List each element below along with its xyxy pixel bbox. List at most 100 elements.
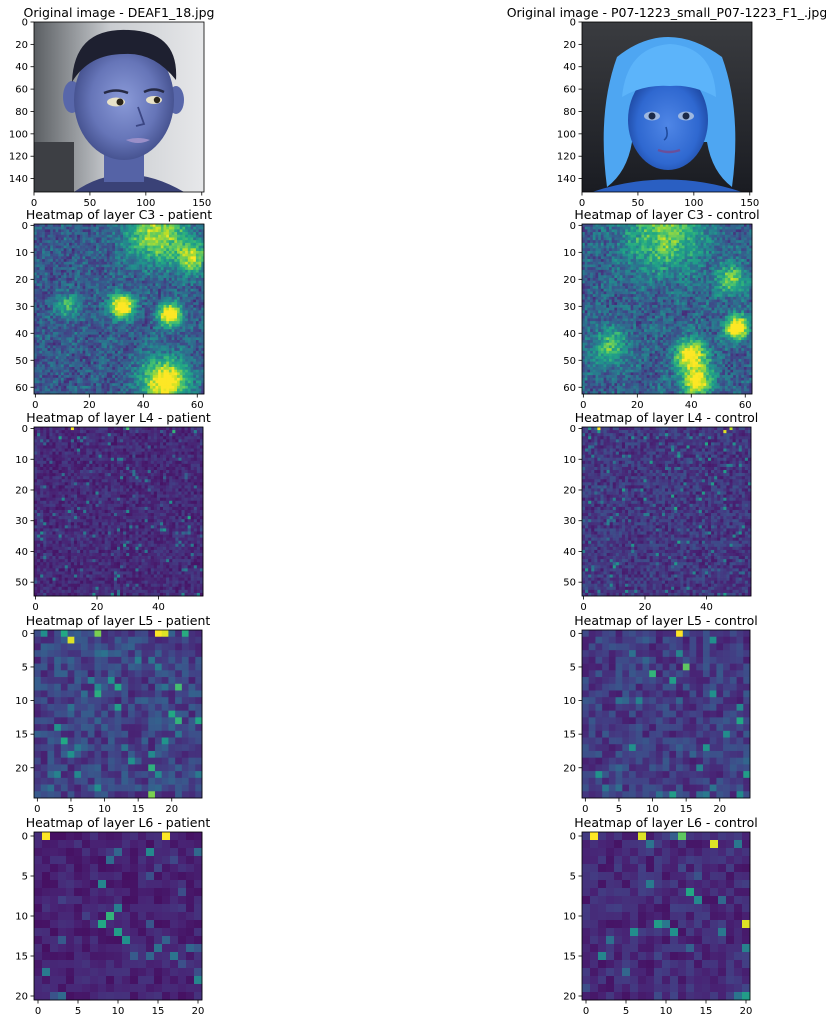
- heatmap-cell: [44, 261, 48, 265]
- heatmap-cell: [98, 353, 102, 357]
- heatmap-cell: [109, 288, 113, 292]
- x-tick-label: 150: [192, 198, 211, 209]
- heatmap-cell: [47, 383, 51, 387]
- heatmap-cell: [109, 380, 113, 384]
- heatmap-cell: [125, 372, 129, 376]
- heatmap-cell: [590, 229, 594, 233]
- heatmap-cell: [96, 323, 100, 327]
- heatmap-cell: [101, 358, 105, 362]
- heatmap-cell: [155, 318, 159, 322]
- heatmap-cell: [112, 283, 116, 287]
- heatmap-cell: [652, 237, 656, 241]
- heatmap-cell: [600, 237, 604, 241]
- heatmap-cell: [50, 353, 54, 357]
- heatmap-cell: [190, 361, 194, 365]
- heatmap-cell: [638, 253, 642, 257]
- heatmap-cell: [174, 315, 178, 319]
- heatmap-cell: [174, 259, 178, 263]
- heatmap-cell: [42, 296, 46, 300]
- heatmap-cell: [185, 286, 189, 290]
- heatmap-cell: [101, 369, 105, 373]
- heatmap-cell: [34, 348, 38, 352]
- heatmap-cell: [104, 224, 108, 228]
- heatmap-cell: [47, 261, 51, 265]
- heatmap-cell: [69, 267, 73, 271]
- heatmap-cell: [190, 275, 194, 279]
- heatmap-cell: [87, 245, 92, 249]
- heatmap-cell: [141, 253, 145, 257]
- heatmap-cell: [36, 340, 40, 344]
- heatmap-cell: [158, 234, 162, 238]
- heatmap-cell: [96, 232, 100, 236]
- heatmap-cell: [101, 334, 105, 338]
- heatmap-cell: [150, 267, 154, 271]
- heatmap-cell: [114, 364, 118, 368]
- heatmap-cell: [600, 229, 604, 233]
- heatmap-cell: [69, 334, 73, 338]
- heatmap-cell: [109, 348, 113, 352]
- heatmap-cell: [179, 364, 183, 368]
- heatmap-cell: [695, 253, 699, 257]
- heatmap-cell: [195, 337, 199, 341]
- heatmap-cell: [662, 250, 666, 255]
- heatmap-cell: [603, 237, 607, 241]
- heatmap-cell: [160, 242, 164, 246]
- heatmap-cell: [77, 280, 81, 284]
- heatmap-cell: [193, 372, 197, 376]
- heatmap-cell: [96, 383, 100, 387]
- heatmap-cell: [77, 294, 81, 298]
- heatmap-cell: [60, 356, 65, 360]
- heatmap-cell: [198, 248, 202, 252]
- heatmap-cell: [155, 224, 159, 228]
- heatmap-cell: [44, 326, 48, 330]
- heatmap-cell: [52, 250, 56, 255]
- heatmap-cell: [47, 388, 51, 392]
- heatmap-cell: [625, 248, 629, 252]
- heatmap-cell: [187, 377, 191, 381]
- heatmap-cell: [114, 383, 118, 387]
- heatmap-cell: [87, 367, 92, 371]
- heatmap-cell: [47, 318, 51, 322]
- heatmap-cell: [155, 226, 159, 230]
- heatmap-cell: [52, 329, 56, 333]
- heatmap-cell: [193, 226, 197, 230]
- heatmap-cell: [106, 350, 110, 354]
- heatmap-cell: [168, 237, 172, 241]
- heatmap-cell: [652, 253, 656, 257]
- heatmap-cell: [681, 259, 685, 263]
- heatmap-cell: [66, 337, 70, 341]
- heatmap-cell: [746, 229, 750, 233]
- heatmap-cell: [587, 237, 591, 241]
- heatmap-cell: [112, 224, 116, 228]
- heatmap-cell: [160, 321, 164, 325]
- heatmap-cell: [52, 307, 56, 311]
- heatmap-cell: [133, 391, 137, 395]
- heatmap-cell: [128, 237, 132, 241]
- heatmap-cell: [36, 248, 40, 252]
- heatmap-cell: [698, 224, 702, 228]
- heatmap-cell: [136, 315, 140, 319]
- heatmap-cell: [649, 256, 653, 260]
- heatmap-cell: [179, 372, 183, 376]
- heatmap-cell: [614, 256, 618, 260]
- heatmap-cell: [96, 261, 100, 265]
- heatmap-cell: [98, 375, 102, 379]
- heatmap-cell: [104, 272, 108, 276]
- heatmap-cell: [141, 248, 145, 252]
- heatmap-cell: [174, 380, 178, 384]
- heatmap-cell: [158, 353, 162, 357]
- heatmap-cell: [98, 234, 102, 238]
- heatmap-cell: [133, 367, 137, 371]
- heatmap-cell: [47, 277, 51, 282]
- heatmap-cell: [39, 369, 43, 373]
- heatmap-cell: [104, 277, 108, 282]
- heatmap-cell: [136, 337, 140, 341]
- heatmap-cell: [74, 358, 78, 362]
- heatmap-cell: [174, 269, 178, 273]
- heatmap-cell: [158, 224, 162, 228]
- heatmap-cell: [187, 342, 191, 346]
- heatmap-cell: [703, 240, 707, 244]
- heatmap-cell: [47, 259, 51, 263]
- heatmap-cell: [687, 224, 691, 228]
- heatmap-cell: [69, 331, 73, 335]
